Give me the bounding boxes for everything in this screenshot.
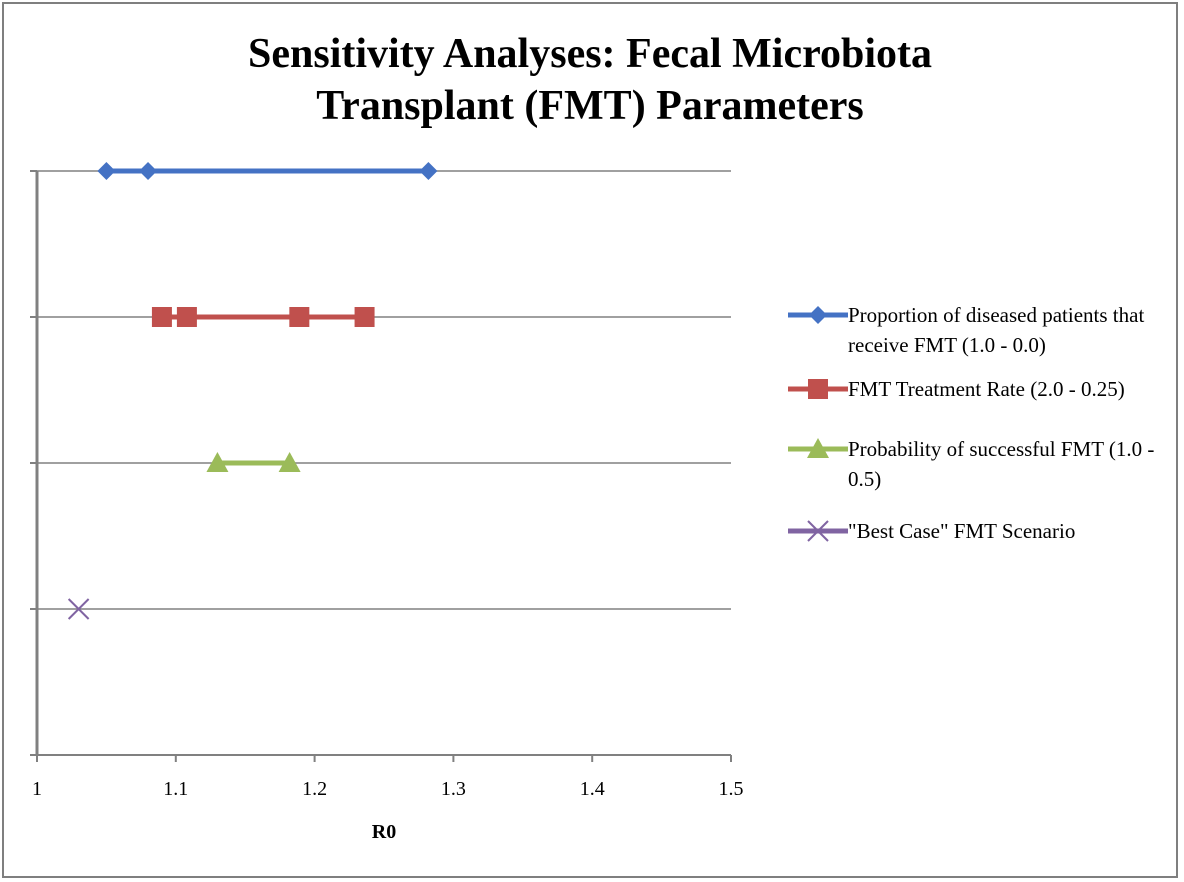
- x-tick-label: 1.3: [441, 778, 466, 800]
- data-point: [151, 307, 172, 327]
- data-point: [278, 452, 301, 472]
- legend-item: Proportion of diseased patients that rec…: [788, 300, 1168, 360]
- data-point: [139, 162, 158, 180]
- x-tick-label: 1.4: [580, 778, 605, 800]
- x-tick-label: 1: [32, 778, 42, 800]
- legend-marker: [807, 438, 829, 458]
- chart-title-line-1: Sensitivity Analyses: Fecal Microbiota: [248, 31, 932, 77]
- series-4: [67, 598, 90, 620]
- legend-marker: [809, 306, 827, 324]
- legend-label: FMT Treatment Rate (2.0 - 0.25): [848, 377, 1125, 401]
- legend-swatch: [788, 306, 848, 324]
- data-point: [206, 452, 229, 472]
- x-tick-label: 1.5: [719, 778, 744, 800]
- legend-item: Probability of successful FMT (1.0 - 0.5…: [788, 434, 1168, 494]
- data-point: [289, 307, 310, 327]
- legend-swatch: [788, 438, 848, 458]
- data-point: [67, 598, 90, 620]
- legend-item: "Best Case" FMT Scenario: [788, 516, 1168, 546]
- x-axis-title: R0: [372, 821, 396, 843]
- data-point: [419, 162, 438, 180]
- legend-label: "Best Case" FMT Scenario: [848, 519, 1076, 543]
- data-point: [354, 307, 375, 327]
- series-1: [97, 162, 438, 180]
- series-2: [151, 307, 375, 327]
- legend: Proportion of diseased patients that rec…: [788, 300, 1168, 546]
- legend-swatch: [788, 379, 848, 399]
- chart-title: Sensitivity Analyses: Fecal Microbiota T…: [0, 28, 1180, 132]
- series-3: [206, 452, 301, 472]
- legend-marker: [807, 520, 829, 542]
- legend-label: Probability of successful FMT (1.0 - 0.5…: [848, 437, 1155, 491]
- legend-item: FMT Treatment Rate (2.0 - 0.25): [788, 374, 1168, 404]
- data-point: [176, 307, 197, 327]
- legend-label: Proportion of diseased patients that rec…: [848, 303, 1145, 357]
- legend-marker: [808, 379, 828, 399]
- marker-x-stroke: [807, 520, 829, 542]
- chart-title-line-2: Transplant (FMT) Parameters: [316, 83, 864, 129]
- marker-x-stroke: [67, 598, 90, 620]
- data-point: [97, 162, 116, 180]
- x-tick-label: 1.2: [302, 778, 327, 800]
- legend-swatch: [788, 520, 848, 542]
- x-tick-label: 1.1: [163, 778, 188, 800]
